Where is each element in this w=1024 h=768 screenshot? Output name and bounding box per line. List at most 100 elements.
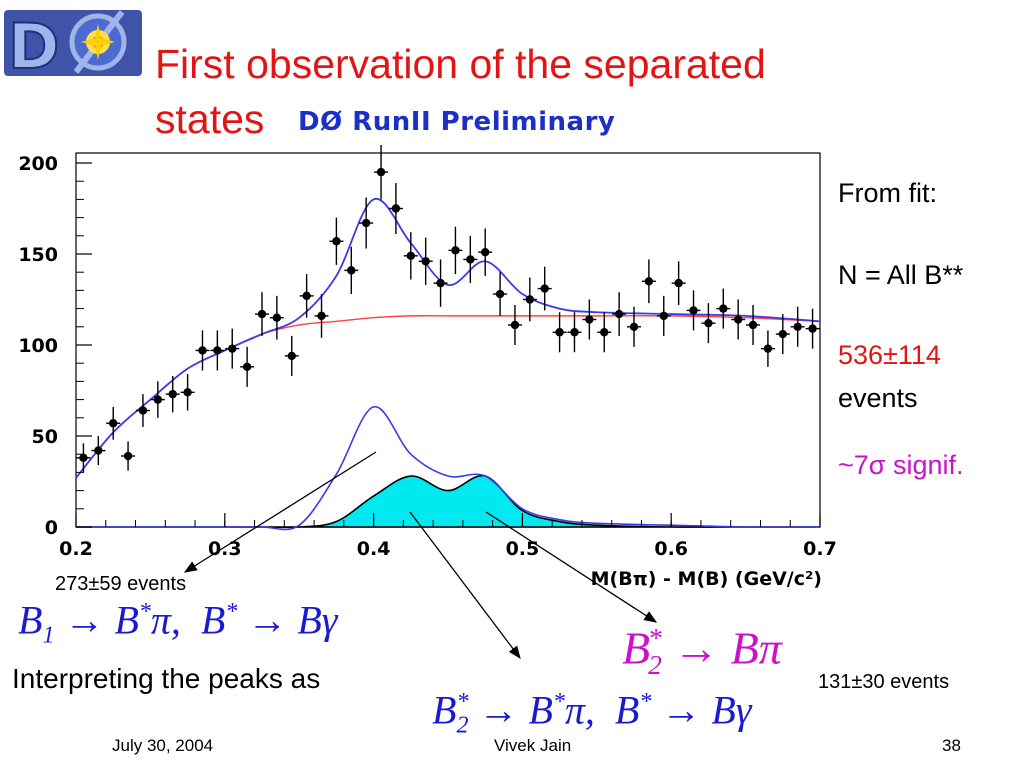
data-marker [719,304,728,313]
data-point [135,394,150,427]
data-marker [317,311,326,321]
data-point [106,406,121,440]
data-marker [659,311,668,321]
data-marker [808,324,817,333]
data-marker [123,451,133,461]
data-marker [79,453,88,463]
data-marker [674,278,683,288]
arrow-peak3 [485,511,658,623]
footer-page: 38 [942,736,961,755]
preliminary-label: DØ RunII Preliminary [298,107,616,137]
data-marker [109,419,118,428]
data-point [403,232,418,280]
data-marker [451,246,460,255]
data-point [612,292,627,336]
yield-value: 536±114 [838,340,941,370]
data-point [760,330,775,367]
data-point [686,290,701,331]
data-marker [763,344,773,353]
data-marker [272,313,282,322]
data-marker [406,251,415,261]
significance-label: ~7σ signif. [838,450,964,480]
mass-difference-histogram: 0.2 0.3 0.4 0.5 0.6 0.7 0 50 100 150 200 M(Bπ) - M… [18,145,837,590]
data-marker [213,346,222,355]
data-point [716,288,731,329]
data-marker [495,289,505,299]
data-point [210,330,225,371]
d0-logo: D [4,9,142,80]
data-marker [347,266,356,275]
data-point [507,304,522,345]
y-tick-label: 100 [18,335,58,357]
data-marker [168,389,177,399]
n-all-label: N = All B** [838,260,964,290]
component-total-curve [76,406,821,531]
from-fit-label: From fit: [838,178,937,208]
x-axis-label: M(Bπ) - M(B) (GeV/c²) [591,568,822,590]
data-point [91,436,106,466]
data-point [255,292,269,336]
data-point [269,295,284,340]
data-point [552,312,567,353]
data-marker [793,322,802,331]
formula-b2-bpi: B2* → Bπ [622,622,782,680]
data-point [448,226,463,275]
data-point [225,328,240,369]
data-marker [644,277,654,286]
data-marker [421,257,430,266]
data-marker [302,291,311,301]
data-marker [376,167,386,177]
data-point [150,381,165,418]
yield-unit: events [838,383,918,413]
data-point [671,261,686,305]
data-point [121,441,136,471]
peak2-events: 131±30 events [818,671,950,693]
x-tick-label: 0.5 [506,538,540,560]
data-marker [540,284,549,293]
x-tick-label: 0.6 [654,538,688,560]
data-marker [510,320,520,330]
data-marker [600,328,609,337]
data-point [493,272,508,316]
data-point [180,374,195,411]
data-marker [629,322,639,331]
plot-frame [75,152,821,528]
data-point [701,303,716,344]
data-point [388,183,403,234]
data-marker [183,388,192,397]
data-point [433,259,448,307]
data-marker [585,315,594,324]
data-point [478,228,493,276]
data-point [299,274,314,318]
data-point [597,312,612,353]
data-marker [733,315,743,324]
data-point [790,306,805,347]
peak1-events: 273±59 events [55,573,187,595]
data-marker [555,328,564,337]
data-marker [94,446,103,455]
arrow-peak2 [409,511,521,660]
footer-author: Vivek Jain [494,736,572,755]
data-point [582,299,597,340]
data-point [522,277,537,322]
data-marker [466,255,475,264]
data-point [537,266,552,311]
y-tick-label: 0 [45,517,58,539]
data-marker [361,218,371,228]
title-line-1: First observation of the separated [155,41,766,87]
data-point [775,314,790,355]
data-point [195,330,210,371]
data-point [463,235,478,284]
data-marker [436,278,445,288]
arrow-peak1 [183,451,377,573]
formula-b2-bstar: B2* → B*π, B* → Bγ [432,687,752,739]
data-marker [228,344,237,353]
data-marker [778,329,787,339]
data-point [746,304,761,345]
data-point [567,312,582,353]
y-tick-label: 200 [18,153,58,175]
data-point [731,299,746,340]
data-marker [704,318,713,328]
data-marker [242,362,252,372]
x-tick-label: 0.4 [357,538,391,560]
